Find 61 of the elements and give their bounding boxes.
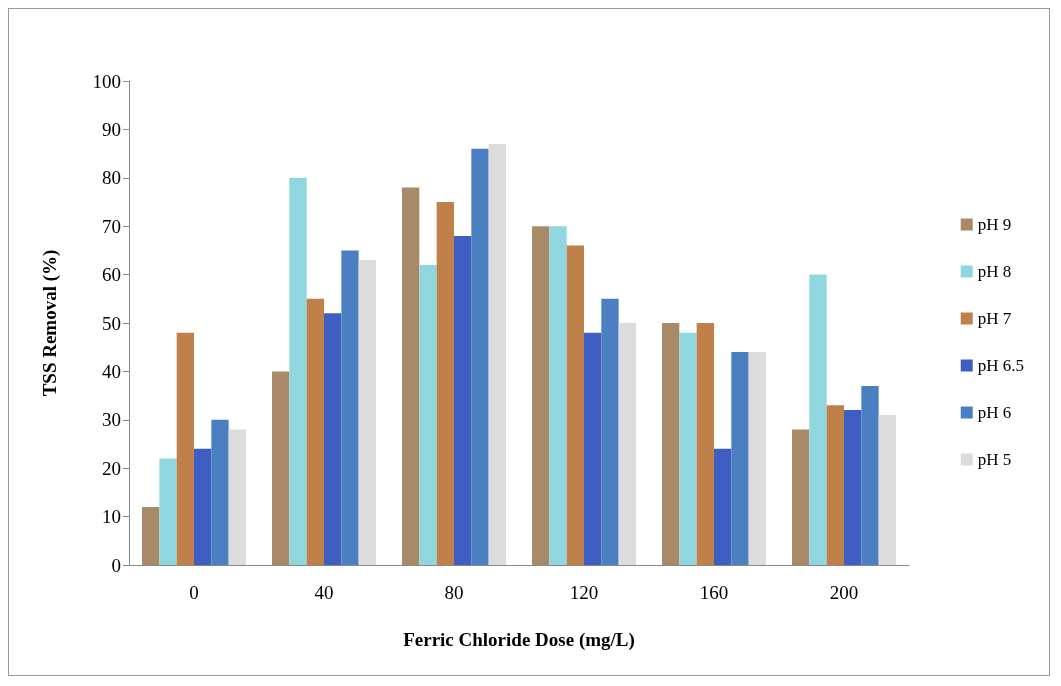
bar bbox=[159, 458, 177, 565]
bar bbox=[844, 410, 862, 565]
legend-label: pH 9 bbox=[977, 215, 1012, 234]
y-tick-label: 60 bbox=[102, 264, 121, 286]
bar bbox=[792, 429, 810, 565]
bar bbox=[471, 148, 489, 565]
bar bbox=[228, 429, 246, 565]
legend-label: pH 6.5 bbox=[977, 356, 1024, 375]
bar bbox=[696, 323, 714, 565]
bar bbox=[176, 332, 194, 565]
bar bbox=[566, 245, 584, 565]
y-tick-label: 30 bbox=[102, 409, 121, 431]
bar bbox=[731, 352, 749, 565]
x-tick-label: 80 bbox=[444, 582, 464, 603]
bar bbox=[748, 352, 766, 565]
bar bbox=[809, 274, 827, 565]
bar bbox=[861, 385, 879, 565]
y-tick-label: 90 bbox=[102, 118, 121, 140]
bar bbox=[324, 313, 342, 565]
bar bbox=[402, 187, 420, 565]
bar bbox=[289, 177, 307, 565]
bar bbox=[142, 506, 160, 565]
bar bbox=[194, 448, 212, 565]
bar bbox=[341, 250, 359, 565]
bar bbox=[662, 323, 680, 565]
legend-label: pH 6 bbox=[977, 403, 1012, 422]
bar bbox=[584, 332, 602, 565]
legend-label: pH 8 bbox=[977, 262, 1012, 281]
bar bbox=[419, 264, 437, 565]
y-tick-label: 20 bbox=[102, 457, 121, 479]
y-tick-label: 100 bbox=[92, 70, 121, 92]
bar bbox=[211, 419, 229, 565]
bar bbox=[826, 405, 844, 565]
x-tick-label: 0 bbox=[189, 582, 199, 603]
bar bbox=[454, 235, 472, 565]
x-tick-label: 160 bbox=[699, 582, 729, 603]
x-axis-title: Ferric Chloride Dose (mg/L) bbox=[403, 629, 635, 651]
y-axis-title: TSS Removal (%) bbox=[39, 249, 61, 397]
x-tick-label: 40 bbox=[314, 582, 334, 603]
y-tick-label: 0 bbox=[111, 554, 121, 576]
bar bbox=[618, 323, 636, 565]
bar bbox=[679, 332, 697, 565]
y-tick-label: 50 bbox=[102, 312, 121, 334]
bar bbox=[488, 143, 506, 565]
bar bbox=[358, 260, 376, 565]
x-tick-label: 200 bbox=[829, 582, 859, 603]
y-tick-label: 10 bbox=[102, 506, 121, 528]
y-tick-label: 80 bbox=[102, 167, 121, 189]
legend-label: pH 7 bbox=[977, 309, 1012, 328]
x-tick-label: 120 bbox=[569, 582, 599, 603]
y-tick-label: 40 bbox=[102, 360, 121, 382]
bar bbox=[549, 226, 567, 565]
bar bbox=[436, 202, 454, 565]
bar bbox=[532, 226, 550, 565]
legend-label: pH 5 bbox=[977, 450, 1012, 469]
bar bbox=[306, 298, 324, 565]
bar bbox=[272, 371, 290, 565]
y-tick-label: 70 bbox=[102, 215, 121, 237]
bar bbox=[714, 448, 732, 565]
bar bbox=[601, 298, 619, 565]
bar bbox=[878, 414, 896, 565]
